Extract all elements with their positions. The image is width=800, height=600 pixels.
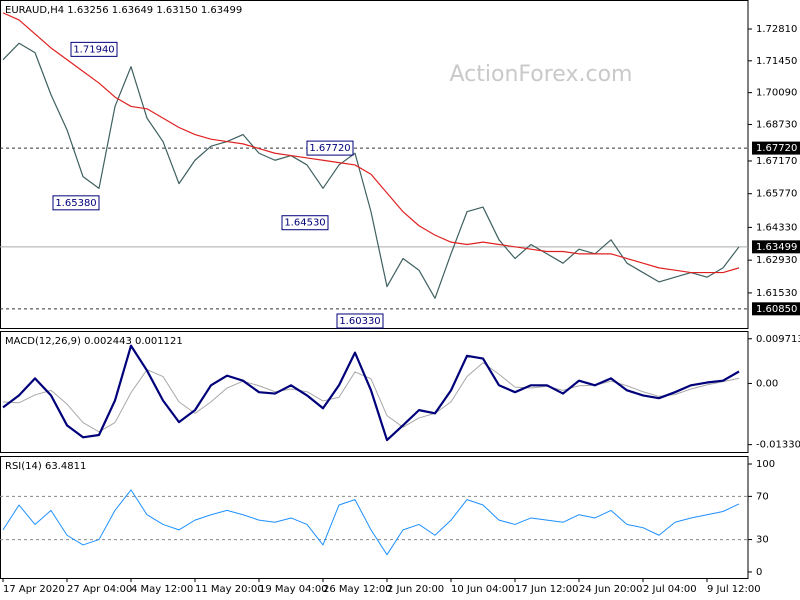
y-tick-label: 1.68730 [756,119,797,130]
x-tick-label: 17 Apr 2020 [3,584,65,595]
annotation-box [70,41,118,57]
x-tick-label: 19 May 04:00 [259,584,328,595]
x-tick-label: 2 Jun 20:00 [387,584,444,595]
watermark: ActionForex.com [450,62,633,87]
y-tick-label: 30 [756,535,769,546]
panel-frame [0,331,749,453]
y-tick-label: 0.00 [756,378,778,389]
panel-title: EURAUD,H4 1.63256 1.63649 1.63150 1.6349… [5,5,242,16]
y-tick-label: 0 [756,567,762,578]
y-tick-label: 1.70090 [756,88,797,99]
x-tick-label: 4 May 12:00 [131,584,193,595]
level-tag-label: 1.60850 [756,304,797,315]
level-tag [752,302,800,316]
level-tag-label: 1.63499 [756,242,797,253]
annotation-label: 1.71940 [73,44,114,55]
series-line [2,489,740,556]
y-tick-label: 1.67170 [756,156,797,167]
series-line [2,344,740,442]
panel-title: MACD(12,26,9) 0.002443 0.001121 [5,336,183,347]
y-tick-label: 1.72810 [756,24,797,35]
y-tick-label: -0.013302 [756,440,800,451]
y-tick-label: 1.71450 [756,56,797,67]
series-line [2,12,740,274]
panel-title: RSI(14) 63.4811 [5,461,86,472]
x-tick-label: 26 May 12:00 [323,584,392,595]
annotation-box [336,313,384,329]
x-tick-label: 2 Jul 04:00 [643,584,697,595]
series-line [2,42,740,299]
y-tick-label: 1.62930 [756,255,797,266]
annotation-box [52,195,100,211]
x-tick-label: 11 May 20:00 [195,584,264,595]
x-tick-label: 9 Jul 12:00 [707,584,761,595]
annotation-label: 1.60330 [339,316,380,327]
level-tag [752,141,800,155]
x-tick-label: 24 Jun 20:00 [579,584,643,595]
y-tick-label: 0.009713 [756,334,800,345]
series-line [2,362,740,433]
panel-frame [0,456,749,579]
panel-frame [0,0,749,329]
annotation-box [306,140,354,156]
level-tag [752,240,800,254]
x-tick-label: 27 Apr 04:00 [67,584,132,595]
y-tick-label: 1.65770 [756,189,797,200]
y-tick-label: 1.64330 [756,222,797,233]
y-tick-label: 100 [756,459,775,470]
annotation-label: 1.65380 [55,198,96,209]
annotation-label: 1.64530 [284,218,325,229]
x-tick-label: 10 Jun 04:00 [451,584,515,595]
annotation-box [281,215,329,231]
y-tick-label: 70 [756,491,769,502]
annotation-label: 1.67720 [309,143,350,154]
x-tick-label: 17 Jun 12:00 [515,584,579,595]
level-tag-label: 1.67720 [756,143,797,154]
y-tick-label: 1.61530 [756,288,797,299]
